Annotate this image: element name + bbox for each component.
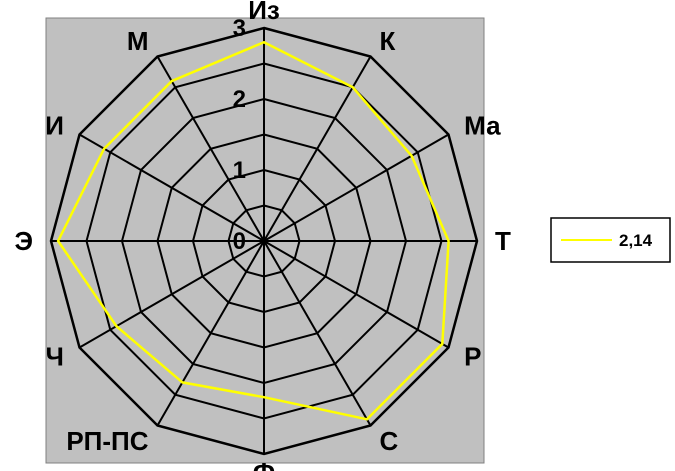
grid-spoke (79, 240, 265, 349)
grid-spoke (263, 133, 449, 242)
category-label: Т (495, 226, 511, 256)
radar-grid (49, 26, 479, 456)
grid-spoke (79, 133, 265, 242)
tick-label: 3 (233, 15, 246, 42)
category-label: М (127, 26, 149, 56)
category-label: С (380, 426, 399, 456)
grid-spoke (156, 56, 265, 242)
grid-spoke (263, 240, 449, 349)
category-label: РП-ПС (66, 426, 148, 456)
series-line (56, 40, 450, 421)
grid-spoke (263, 240, 372, 426)
series-layer (56, 40, 450, 421)
grid-spoke (156, 240, 265, 426)
category-labels: К Ма Т Р С Ф РП-ПС Ч Э И М Из (15, 0, 512, 471)
tick-label: 2 (233, 86, 246, 113)
tick-labels: 0 1 2 3 (233, 15, 246, 255)
category-label: И (45, 111, 64, 141)
category-label: Ф (253, 457, 275, 471)
tick-label: 1 (233, 157, 246, 184)
category-label: Из (248, 0, 280, 25)
category-label: Р (464, 342, 481, 372)
tick-label: 0 (233, 228, 246, 255)
category-label: Ч (46, 342, 64, 372)
legend-label: 2,14 (619, 231, 653, 250)
legend: 2,14 (550, 217, 671, 263)
category-label: К (380, 26, 396, 56)
category-label: Ма (464, 111, 501, 141)
category-label: Э (15, 226, 34, 256)
